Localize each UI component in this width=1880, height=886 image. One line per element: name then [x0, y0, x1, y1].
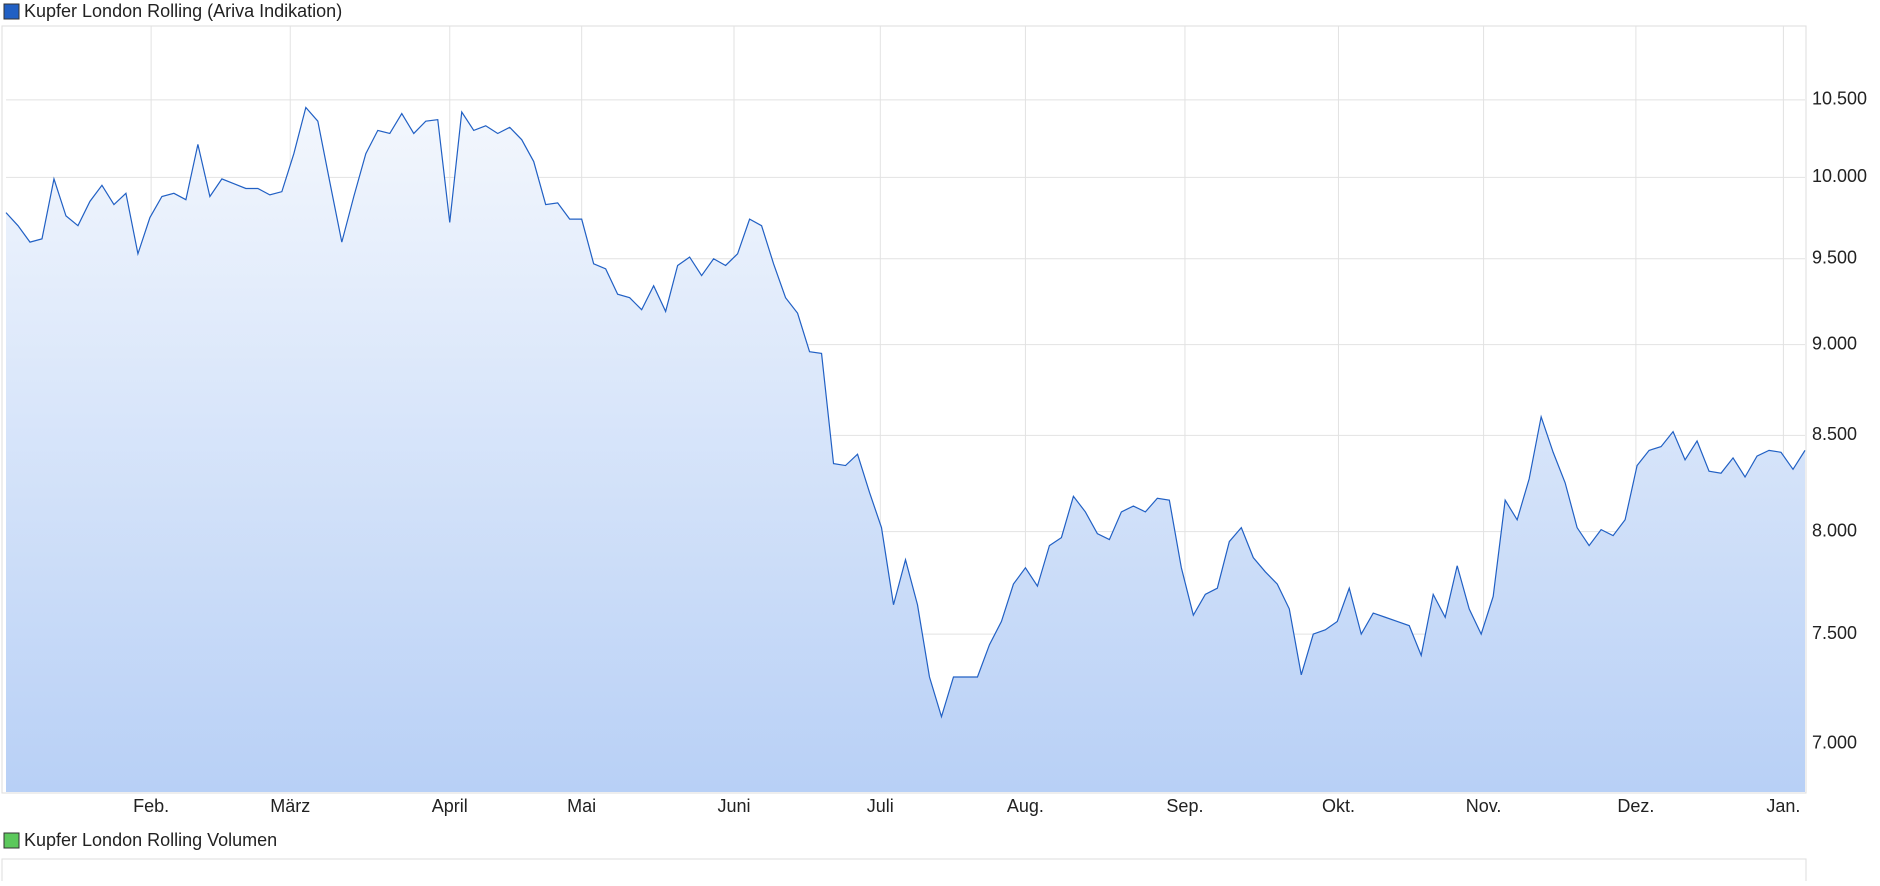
y-tick-label: 10.500: [1812, 89, 1867, 109]
y-tick-label: 9.000: [1812, 333, 1857, 353]
legend-label: Kupfer London Rolling Volumen: [24, 830, 277, 850]
y-tick-label: 8.000: [1812, 520, 1857, 540]
legend-swatch: [3, 832, 20, 849]
x-tick-label: März: [270, 796, 310, 816]
legend-swatch: [3, 3, 20, 20]
x-tick-label: Nov.: [1466, 796, 1502, 816]
y-tick-label: 10.000: [1812, 166, 1867, 186]
plot-frame: [1, 25, 1807, 794]
line: [5, 106, 1806, 719]
x-tick-label: Feb.: [133, 796, 169, 816]
y-tick-label: 9.500: [1812, 248, 1857, 268]
x-tick-label: Juni: [717, 796, 750, 816]
x-tick-label: Dez.: [1617, 796, 1654, 816]
y-tick-label: 8.500: [1812, 424, 1857, 444]
volume-frame: [1, 858, 1807, 886]
x-tick-label: April: [432, 796, 468, 816]
y-tick-label: 7.500: [1812, 623, 1857, 643]
x-tick-label: Jan.: [1766, 796, 1800, 816]
x-tick-label: Sep.: [1166, 796, 1203, 816]
x-tick-label: Mai: [567, 796, 596, 816]
area: [6, 107, 1805, 792]
x-tick-label: Aug.: [1007, 796, 1044, 816]
legend-label: Kupfer London Rolling (Ariva Indikation): [24, 1, 342, 21]
y-tick-label: 7.000: [1812, 732, 1857, 752]
x-tick-label: Okt.: [1322, 796, 1355, 816]
x-tick-label: Juli: [867, 796, 894, 816]
